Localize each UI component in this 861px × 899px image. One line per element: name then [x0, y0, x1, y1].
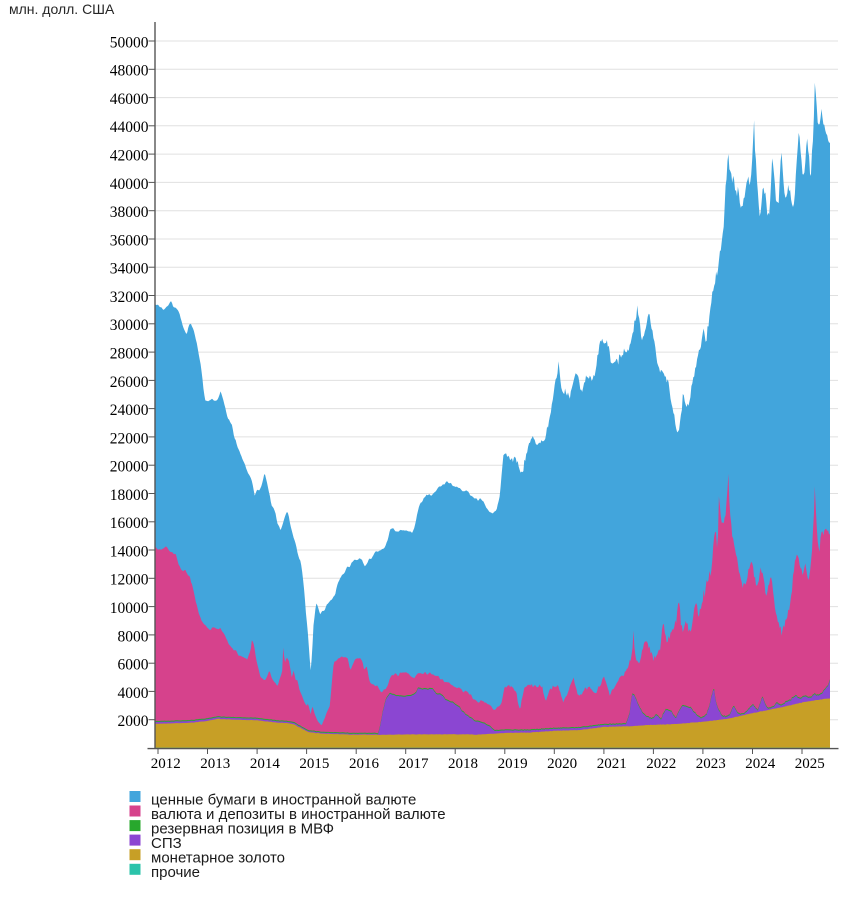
svg-text:ценные бумаги в иностранной ва: ценные бумаги в иностранной валюте: [151, 791, 416, 808]
svg-text:2019: 2019: [498, 756, 528, 772]
svg-text:6000: 6000: [118, 657, 149, 674]
svg-text:42000: 42000: [110, 148, 149, 165]
svg-text:50000: 50000: [110, 34, 149, 51]
svg-text:46000: 46000: [110, 91, 149, 108]
svg-text:2000: 2000: [118, 713, 149, 730]
svg-text:8000: 8000: [118, 628, 149, 645]
svg-text:2014: 2014: [250, 756, 281, 772]
svg-text:2021: 2021: [597, 756, 627, 772]
svg-text:2018: 2018: [448, 756, 478, 772]
svg-text:2016: 2016: [349, 756, 380, 772]
svg-text:2012: 2012: [151, 756, 181, 772]
svg-text:4000: 4000: [118, 685, 149, 702]
svg-text:14000: 14000: [110, 543, 149, 560]
svg-text:30000: 30000: [110, 317, 149, 334]
svg-text:СПЗ: СПЗ: [151, 835, 182, 852]
svg-text:16000: 16000: [110, 515, 149, 532]
svg-text:44000: 44000: [110, 119, 149, 136]
svg-text:20000: 20000: [110, 459, 149, 476]
svg-text:2023: 2023: [696, 756, 726, 772]
svg-text:24000: 24000: [110, 402, 149, 419]
svg-text:38000: 38000: [110, 204, 149, 221]
svg-text:2013: 2013: [200, 756, 230, 772]
svg-text:22000: 22000: [110, 430, 149, 447]
svg-text:10000: 10000: [110, 600, 149, 617]
svg-text:36000: 36000: [110, 232, 149, 249]
svg-text:32000: 32000: [110, 289, 149, 306]
svg-text:2017: 2017: [399, 756, 430, 772]
svg-text:48000: 48000: [110, 63, 149, 80]
svg-text:монетарное золото: монетарное золото: [151, 850, 285, 867]
svg-text:млн. долл. США: млн. долл. США: [9, 1, 115, 17]
svg-text:прочие: прочие: [151, 864, 200, 881]
svg-text:34000: 34000: [110, 261, 149, 278]
svg-text:2025: 2025: [795, 756, 825, 772]
svg-text:12000: 12000: [110, 572, 149, 589]
svg-text:2020: 2020: [547, 756, 577, 772]
svg-text:18000: 18000: [110, 487, 149, 504]
svg-text:резервная позиция в МВФ: резервная позиция в МВФ: [151, 820, 334, 837]
svg-text:валюта и депозиты в иностранно: валюта и депозиты в иностранной валюте: [151, 806, 446, 823]
svg-text:2022: 2022: [646, 756, 676, 772]
svg-text:2024: 2024: [745, 756, 776, 772]
svg-text:2015: 2015: [299, 756, 329, 772]
svg-text:26000: 26000: [110, 374, 149, 391]
svg-text:28000: 28000: [110, 346, 149, 363]
svg-text:40000: 40000: [110, 176, 149, 193]
